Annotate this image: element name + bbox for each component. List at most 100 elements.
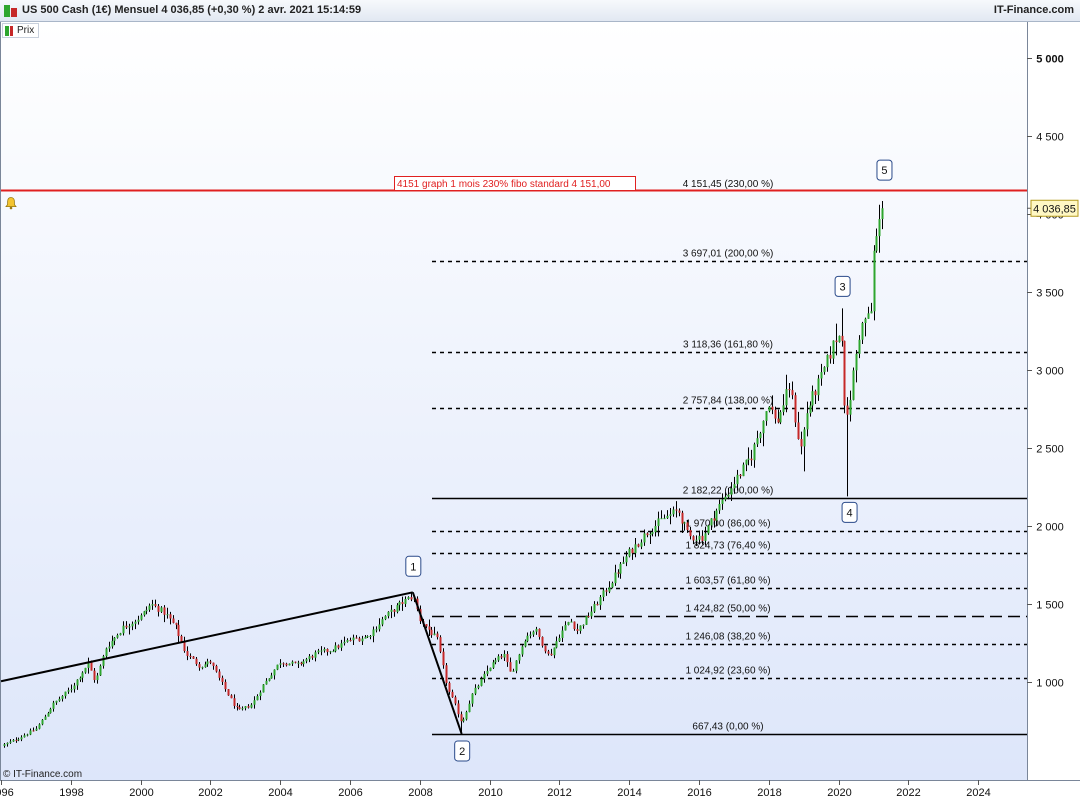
candle-body — [721, 499, 724, 505]
candle-body — [730, 488, 733, 495]
alert-bell-icon[interactable] — [4, 196, 18, 210]
candle-body — [448, 682, 451, 692]
x-tick-label: 2000 — [129, 787, 153, 799]
candle-body — [58, 698, 61, 701]
candle-body — [672, 509, 675, 515]
candle-body — [401, 602, 404, 604]
candle-body — [55, 700, 58, 703]
candle-body — [29, 730, 32, 735]
x-tick-label: 2008 — [408, 787, 432, 799]
candle-body — [44, 716, 47, 720]
candle-body — [244, 706, 247, 709]
trendline[interactable] — [411, 591, 463, 735]
candle-body — [468, 703, 471, 713]
trendline[interactable] — [0, 591, 414, 683]
y-tick-label: 2 500 — [1036, 444, 1064, 456]
candle-body — [433, 633, 436, 636]
candle-body — [585, 616, 588, 625]
fibonacci-levels: 667,43 (0,00 %) 1 024,92 (23,60 %) 1 246,0… — [432, 249, 1027, 736]
candle-body — [477, 685, 480, 688]
candle-body — [649, 533, 652, 536]
candle-body — [186, 651, 189, 656]
candle-body — [332, 651, 335, 653]
candle-body — [544, 645, 547, 652]
candle-body — [750, 458, 753, 461]
candle-body — [503, 653, 506, 658]
candle-body — [35, 728, 38, 731]
candle-body — [177, 624, 180, 637]
candle-body — [651, 532, 654, 534]
candle-body — [823, 367, 826, 373]
x-tick-label: 2022 — [896, 787, 920, 799]
candle-body — [189, 655, 192, 657]
y-tick-label: 4 500 — [1036, 132, 1064, 144]
candle-body — [689, 529, 692, 537]
candle-body — [343, 641, 346, 644]
candle-body — [608, 587, 611, 592]
y-tick-label: 3 500 — [1036, 288, 1064, 300]
candle-body — [509, 662, 512, 672]
candle-body — [393, 609, 396, 612]
x-tick-label: 2006 — [338, 787, 362, 799]
candle-body — [204, 664, 207, 668]
x-axis: 1996 1998 2000 2002 2004 2006 2008 2010 2012 2014… — [0, 780, 991, 799]
candle-body — [12, 739, 15, 742]
candlestick-chart-icon — [4, 5, 18, 17]
candle-body — [457, 703, 460, 715]
candle-body — [654, 525, 657, 533]
candle-body — [137, 619, 140, 622]
candle-body — [26, 734, 29, 736]
candle-body — [771, 406, 774, 410]
candle-body — [538, 628, 541, 637]
candle-body — [471, 693, 474, 704]
candle-body — [663, 518, 666, 520]
candle-body — [436, 633, 439, 638]
candle-body — [628, 548, 631, 557]
fib-level-label: 1 024,92 (23,60 %) — [685, 666, 770, 677]
candle-body — [407, 597, 410, 599]
candle-body — [617, 572, 620, 574]
candle-body — [349, 640, 352, 642]
candle-body — [849, 399, 852, 415]
candle-body — [809, 405, 812, 414]
candle-body — [384, 616, 387, 620]
candle-body — [262, 684, 265, 693]
candle-body — [198, 664, 201, 668]
candle-body — [410, 597, 413, 600]
candle-body — [238, 707, 241, 710]
candle-body — [683, 522, 686, 524]
candle-body — [465, 712, 468, 720]
fib-level-label: 2 757,84 (138,00 %) — [683, 396, 774, 407]
series-legend[interactable]: Prix — [2, 23, 40, 38]
candle-body — [175, 622, 178, 625]
last-price-tag: 4 036,85 — [1027, 199, 1079, 217]
candle-body — [378, 624, 381, 630]
candle-body — [172, 618, 175, 623]
brand-name: IT-Finance.com — [993, 4, 1074, 16]
y-tick-label: 1 000 — [1036, 678, 1064, 690]
candle-body — [707, 525, 710, 534]
candle-body — [428, 626, 431, 630]
resistance-line-group[interactable]: 4151 graph 1 mois 230% fibo standard 4 1… — [1, 176, 1027, 192]
candle-body — [878, 219, 881, 237]
candle-body — [814, 391, 817, 396]
candle-body — [587, 616, 590, 618]
candle-body — [84, 667, 87, 673]
candle-body — [713, 518, 716, 521]
candle-body — [489, 667, 492, 671]
candle-body — [646, 533, 649, 536]
candle-body — [259, 692, 262, 697]
candle-body — [32, 730, 35, 732]
candle-body — [23, 735, 26, 738]
candle-body — [180, 636, 183, 642]
candle-body — [590, 611, 593, 617]
candle-body — [212, 662, 215, 666]
candle-body — [209, 661, 212, 663]
candle-body — [125, 625, 128, 628]
candle-body — [573, 621, 576, 630]
trendlines[interactable] — [0, 591, 463, 735]
candle-body — [279, 663, 282, 665]
candle-body — [151, 604, 154, 606]
candle-body — [742, 464, 745, 477]
